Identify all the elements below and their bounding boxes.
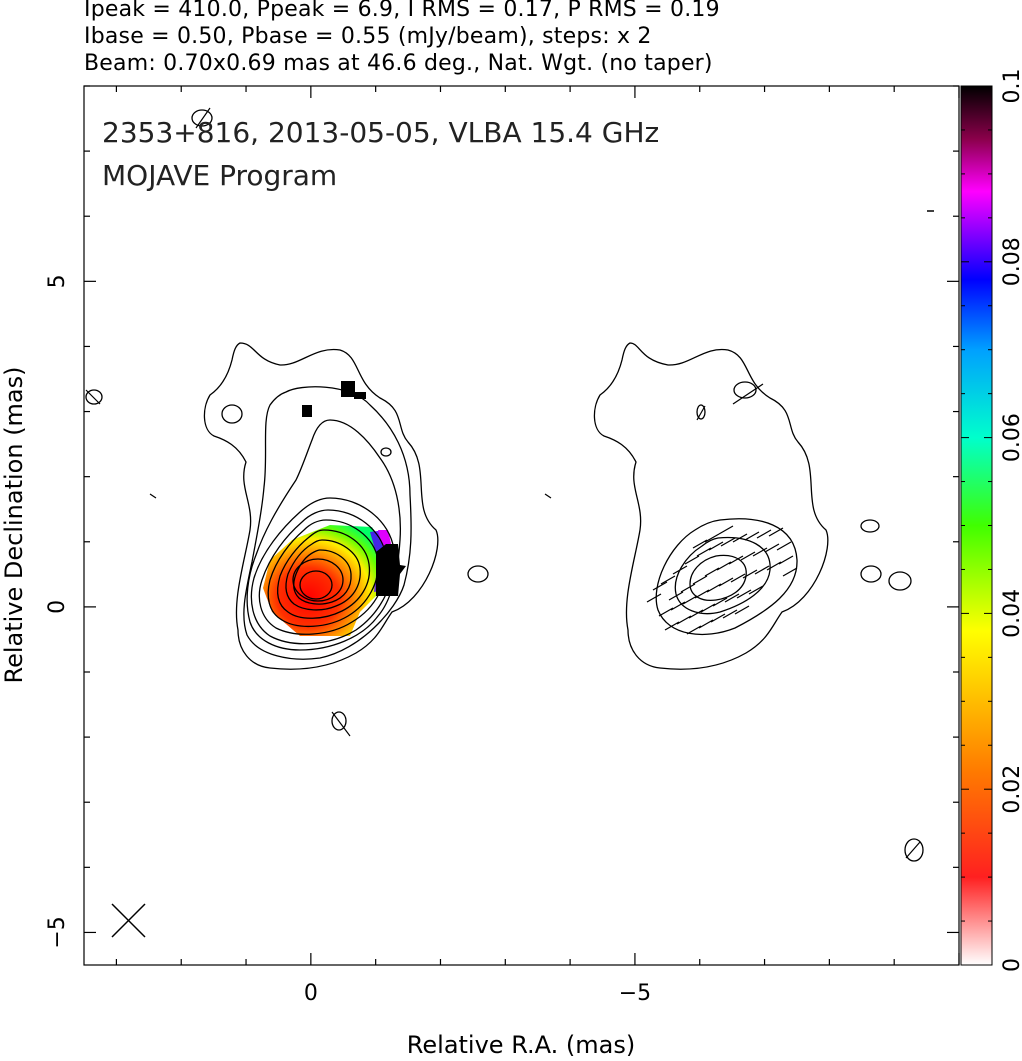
evpa-vector — [664, 621, 680, 631]
evpa-vector — [905, 841, 921, 859]
evpa-vectors — [85, 107, 921, 859]
header-line-3: Beam: 0.70x0.69 mas at 46.6 deg., Nat. W… — [84, 51, 713, 76]
beam-cross — [111, 903, 146, 938]
y-tick-label: −5 — [45, 916, 70, 948]
evpa-vector — [710, 613, 726, 623]
x-tick-label: −5 — [619, 981, 651, 1006]
polarized-intensity-contours-right — [593, 342, 924, 862]
evpa-vector — [716, 561, 732, 571]
evpa-vector — [680, 583, 696, 593]
colorbar — [960, 85, 993, 966]
evpa-vector — [744, 531, 760, 541]
evpa-vector — [728, 555, 744, 565]
evpa-vector — [732, 383, 764, 405]
intensity-contours-left — [85, 109, 489, 731]
fp-pixel-north-1 — [341, 381, 355, 397]
x-tick-labels: 0 −5 — [304, 981, 651, 1006]
evpa-vector — [776, 541, 792, 551]
axis-ticks — [84, 85, 960, 965]
evpa-vector — [704, 533, 720, 543]
x-tick-label: 0 — [304, 981, 318, 1006]
evpa-vector — [692, 539, 708, 549]
evpa-vector — [686, 625, 702, 635]
evpa-vector — [195, 107, 211, 129]
evpa-vector — [718, 577, 734, 587]
map-content — [85, 107, 934, 938]
evpa-vector — [722, 609, 738, 619]
evpa-vector — [742, 569, 758, 579]
evpa-vector — [652, 581, 668, 591]
evpa-vector — [692, 575, 708, 585]
evpa-vector — [682, 595, 698, 605]
noise-marker-left — [149, 493, 552, 499]
evpa-vector — [660, 575, 676, 585]
plot-frame — [83, 85, 960, 966]
header-line-1: Ipeak = 410.0, Ppeak = 6.9, I RMS = 0.17… — [84, 0, 720, 22]
evpa-vector — [740, 551, 756, 561]
evpa-vector — [331, 711, 351, 737]
y-axis-label: Relative Declination (mas) — [0, 366, 28, 683]
evpa-vector — [704, 567, 720, 577]
header-line-2: Ibase = 0.50, Pbase = 0.55 (mJy/beam), s… — [84, 24, 652, 49]
evpa-vector — [696, 405, 706, 421]
evpa-vector — [768, 527, 784, 537]
evpa-vector — [684, 555, 700, 565]
evpa-vector — [708, 541, 724, 551]
evpa-vector — [706, 583, 722, 593]
evpa-vector — [756, 529, 772, 539]
evpa-vector — [688, 609, 704, 619]
evpa-vector — [670, 601, 686, 611]
evpa-vector — [85, 389, 101, 405]
evpa-vector — [724, 593, 740, 603]
evpa-vector — [764, 543, 780, 553]
evpa-vector — [732, 533, 748, 543]
evpa-vector — [736, 589, 752, 599]
evpa-vector — [712, 597, 728, 607]
colorbar-tick-label: 0 — [1000, 958, 1022, 972]
evpa-vector — [748, 585, 764, 595]
y-tick-label: 5 — [45, 274, 70, 288]
evpa-vector — [730, 573, 746, 583]
evpa-vector — [754, 565, 770, 575]
evpa-vector — [694, 589, 710, 599]
fp-pixel-north-2 — [354, 392, 366, 399]
evpa-vector — [668, 591, 684, 601]
evpa-vector — [698, 619, 714, 629]
evpa-vector — [720, 537, 736, 547]
x-axis-label: Relative R.A. (mas) — [407, 1031, 635, 1059]
evpa-vector — [672, 565, 688, 575]
fractional-polarization-edge-black — [376, 544, 406, 596]
evpa-vector — [718, 525, 734, 535]
evpa-vector — [734, 605, 750, 615]
colorbar-tick-label: 0.1 — [1000, 69, 1022, 104]
chart-title: 2353+816, 2013-05-05, VLBA 15.4 GHz — [102, 116, 659, 149]
evpa-vector — [658, 607, 674, 617]
evpa-vector — [778, 555, 794, 565]
colorbar-ticks: 0 0.02 0.04 0.06 0.08 0.1 — [961, 69, 1022, 972]
y-tick-labels: 5 0 −5 — [45, 274, 70, 948]
evpa-vector — [676, 615, 692, 625]
evpa-vector — [752, 547, 768, 557]
colorbar-tick-label: 0.06 — [1000, 413, 1022, 462]
evpa-vector — [782, 567, 798, 577]
colorbar-tick-label: 0.04 — [1000, 589, 1022, 638]
colorbar-tick-label: 0.08 — [1000, 237, 1022, 286]
evpa-vector — [766, 561, 782, 571]
fp-pixel-north-3 — [302, 405, 312, 417]
evpa-vector — [700, 603, 716, 613]
y-tick-label: 0 — [45, 600, 70, 614]
evpa-vector — [696, 547, 712, 557]
chart-subtitle: MOJAVE Program — [102, 159, 337, 192]
evpa-vector — [646, 593, 662, 603]
colorbar-tick-label: 0.02 — [1000, 765, 1022, 814]
